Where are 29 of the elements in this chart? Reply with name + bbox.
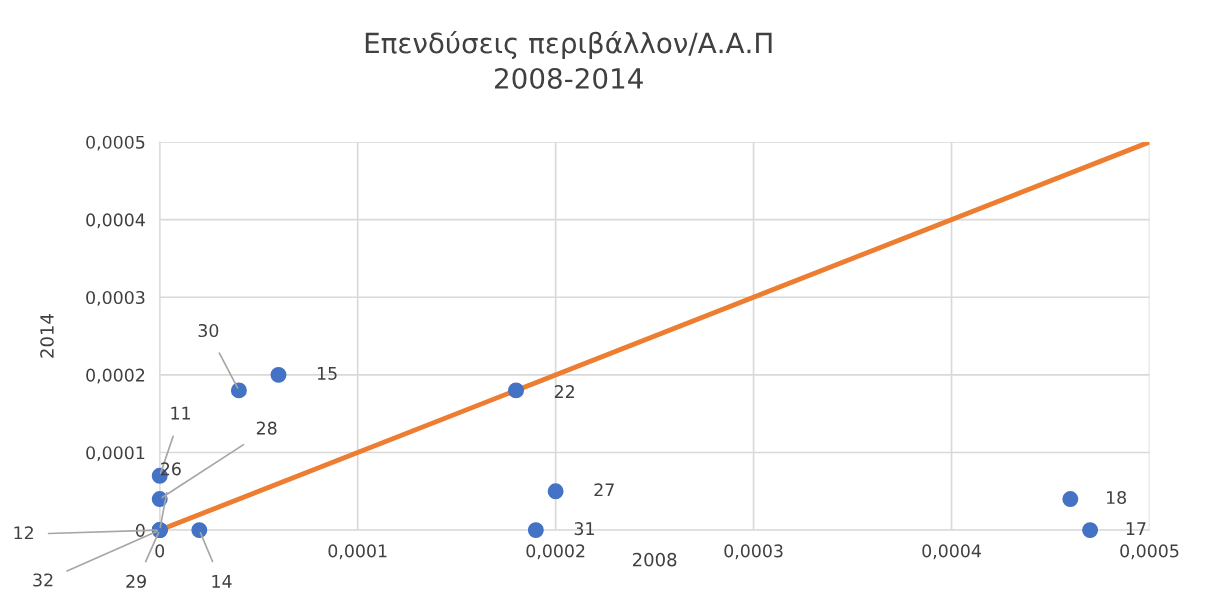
x-tick-label: 0: [155, 544, 165, 558]
y-tick-label: 0,0003: [86, 290, 145, 306]
annotation: 11: [171, 406, 190, 420]
y-tick-label: 0,0002: [86, 368, 145, 384]
chart-title: Επενδύσεις περιβάλλον/Α.Α.Π: [365, 30, 772, 59]
annotation: 27: [594, 483, 614, 497]
x-tick-label: 0,0004: [922, 544, 981, 560]
annotation: 26: [161, 462, 181, 476]
annotation: 29: [126, 574, 146, 588]
y-tick-label: 0,0005: [86, 135, 145, 151]
annotation: 22: [554, 385, 574, 398]
x-tick-label: 0,0003: [724, 544, 783, 560]
y-tick-label: 0,0001: [86, 446, 145, 462]
x-tick-label: 0,0002: [526, 544, 585, 560]
y-axis-title: 2014: [40, 314, 54, 358]
chart-subtitle: 2008-2014: [495, 67, 643, 89]
annotation: 32: [33, 573, 53, 587]
annotation: 14: [212, 575, 232, 588]
annotation: 15: [317, 366, 337, 380]
annotation: 28: [256, 421, 277, 435]
x-axis-title: 2008: [632, 552, 677, 567]
annotation: 31: [574, 522, 594, 536]
annotation: 30: [198, 323, 219, 338]
annotation: 17: [1126, 522, 1146, 535]
y-tick-label: 0,0004: [86, 213, 145, 229]
x-tick-label: 0,0005: [1120, 544, 1179, 560]
x-tick-label: 0,0001: [328, 544, 387, 560]
annotation: 18: [1107, 490, 1127, 505]
annotation: 12: [14, 526, 33, 540]
